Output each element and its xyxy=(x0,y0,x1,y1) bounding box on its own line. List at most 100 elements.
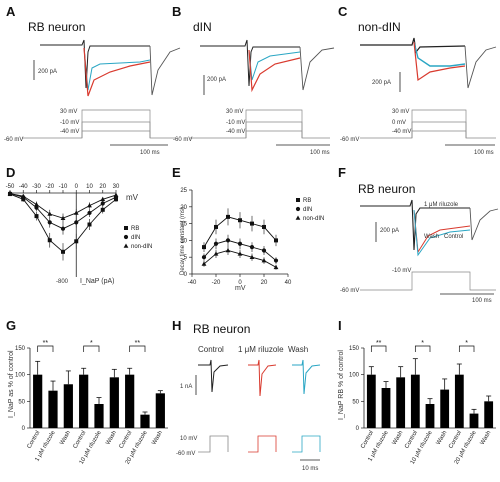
panelD-data-point xyxy=(100,196,106,202)
panelG-significance-label: * xyxy=(90,340,93,347)
panelD-data-point xyxy=(113,192,119,197)
panelD-x-tick-label: -40 xyxy=(19,184,28,190)
panelE-data-point xyxy=(262,224,266,229)
panelD-data-point xyxy=(34,214,39,219)
panel-f-wash-label: Wash xyxy=(424,234,439,240)
panel-a-trace-wash xyxy=(83,47,151,91)
panelG-bar xyxy=(125,374,135,428)
panel-i-letter: I xyxy=(338,318,342,333)
panelE-data-point xyxy=(250,221,254,226)
panelE-data-point xyxy=(261,258,267,263)
panelI-y-tick-label: 100 xyxy=(349,373,360,379)
panelE-legend-marker xyxy=(295,215,301,220)
panel-f-trace-wash xyxy=(413,209,471,257)
panelD-data-point xyxy=(34,205,39,210)
panelD-x-tick-label: -20 xyxy=(45,184,54,190)
panelG-bar xyxy=(109,377,119,428)
panel-c-current-scale-label: 200 pA xyxy=(372,80,391,86)
panelI-bar xyxy=(484,401,494,428)
panelG-bar xyxy=(140,414,150,428)
panelI-bar xyxy=(410,374,420,428)
panel-h: H RB neuron Control 1 μM riluzole Wash 1… xyxy=(172,318,321,472)
panelG-category-label: Wash xyxy=(59,430,72,446)
panel-b-voltage-3: -40 mV xyxy=(226,129,245,135)
panelG-category-label: Control xyxy=(119,430,134,450)
panelE-data-point xyxy=(237,241,243,246)
panelD-x-tick-label: -30 xyxy=(32,184,41,190)
panel-c-voltage-2: 0 mV xyxy=(392,120,406,126)
panelD-data-point xyxy=(87,222,92,227)
panelD-x-tick-label: -10 xyxy=(59,184,68,190)
panelG-category-label: Wash xyxy=(151,430,164,446)
panel-h-trace-control xyxy=(198,359,229,393)
panelE-y-tick-label: 0 xyxy=(184,272,188,278)
panelG-category-label: Wash xyxy=(105,430,118,446)
panel-h-column-wash: Wash xyxy=(288,345,308,354)
panel-d-chart: D mV I_NaP (pA) -800 -50 -40 -30 -20 -10 0 10 2… xyxy=(6,165,153,285)
panel-b-time-scale-label: 100 ms xyxy=(310,150,330,156)
panelD-data-point xyxy=(100,207,105,212)
panel-f-drug-label: 1 μM riluzole xyxy=(424,202,459,208)
panelI-y-tick-label: 150 xyxy=(349,346,360,352)
panelE-y-tick-label: 10 xyxy=(180,238,187,244)
panelE-data-point xyxy=(201,261,207,266)
panelI-category-label: Wash xyxy=(480,430,493,446)
panel-f: F RB neuron 200 pA 1 μM riluzole Wash Co… xyxy=(338,165,499,304)
panelI-category-label: Wash xyxy=(436,430,449,446)
panelG-significance-bracket xyxy=(129,345,146,352)
panel-a-title: RB neuron xyxy=(28,20,85,34)
panel-c-tail xyxy=(464,45,497,89)
panelI-significance-bracket xyxy=(414,345,431,352)
panelI-category-label: Control xyxy=(404,430,419,450)
panelI-category-label: Control xyxy=(360,430,375,450)
panel-h-step-drug xyxy=(248,435,277,453)
panelI-significance-label: * xyxy=(465,340,468,347)
panel-b-step-m40 xyxy=(245,130,303,138)
panel-c-holding: -60 mV xyxy=(340,137,359,143)
panel-a-trace-drug xyxy=(83,47,151,97)
panel-f-title: RB neuron xyxy=(358,182,415,196)
panel-c: C non-dIN 200 pA 30 mV 0 mV -40 mV -60 m… xyxy=(338,4,497,156)
panelI-bar xyxy=(366,374,376,428)
panelE-data-point xyxy=(274,238,278,243)
panel-h-trace-wash xyxy=(292,359,321,395)
panel-c-step-30 xyxy=(360,109,496,139)
panelD-legend-label: dIN xyxy=(131,235,140,241)
panelE-data-point xyxy=(273,258,279,263)
panelE-data-point xyxy=(213,241,219,246)
panel-f-time-scale-label: 100 ms xyxy=(472,298,492,304)
panel-c-trace-control xyxy=(360,37,466,54)
panel-g-letter: G xyxy=(6,318,16,333)
panelE-y-tick-label: 25 xyxy=(180,188,187,194)
panelI-significance-label: ** xyxy=(376,340,382,347)
panelD-data-point xyxy=(47,211,53,216)
panelD-data-point xyxy=(87,203,92,208)
panel-b-voltage-2: -10 mV xyxy=(226,120,245,126)
panelI-y-tick-label: 0 xyxy=(356,426,360,432)
panel-f-step-label: -10 mV xyxy=(392,268,411,274)
panel-h-trace-drug xyxy=(248,359,277,397)
panelD-legend-marker xyxy=(123,243,129,248)
panel-c-letter: C xyxy=(338,4,348,19)
panel-b-step-30 xyxy=(190,109,330,139)
panel-c-voltage-3: -40 mV xyxy=(392,129,411,135)
panel-b-trace-control xyxy=(200,39,300,87)
panel-c-title: non-dIN xyxy=(358,20,401,34)
panelG-significance-bracket xyxy=(37,345,54,352)
panelD-x-tick-label: 10 xyxy=(86,184,93,190)
panel-a-trace-control xyxy=(40,39,150,89)
panel-g-y-axis-label: I_NaP as % of control xyxy=(8,350,15,418)
panelI-bar xyxy=(425,404,435,428)
panelE-data-point xyxy=(261,248,267,253)
panelD-data-point xyxy=(73,210,79,215)
panel-b-title: dIN xyxy=(193,20,212,34)
panel-h-time-scale-label: 10 ms xyxy=(302,466,318,472)
panelD-data-point xyxy=(60,215,66,220)
panelG-bar xyxy=(155,393,165,428)
panel-f-current-scale-label: 200 pA xyxy=(380,228,399,234)
panelI-significance-bracket xyxy=(458,345,475,352)
panel-b-tail xyxy=(299,46,335,91)
panel-a-step-30 xyxy=(22,109,175,139)
panelE-data-point xyxy=(213,251,219,256)
panelD-data-point xyxy=(47,220,52,225)
